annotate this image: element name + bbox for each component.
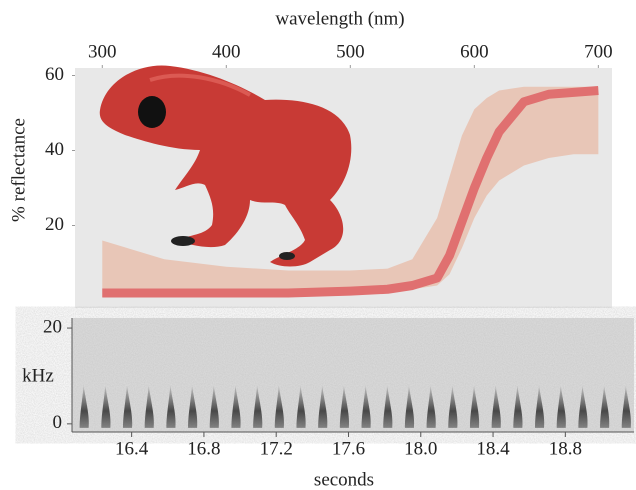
call-pulse [296, 385, 306, 428]
x-tick-label: 500 [336, 41, 365, 62]
call-pulse [79, 385, 89, 428]
call-pulse [469, 385, 480, 428]
x-tick-label: 700 [584, 41, 613, 62]
call-pulse [556, 385, 566, 428]
x-axis-title: seconds [314, 469, 374, 490]
call-pulse [318, 385, 328, 428]
y-tick-label: 20 [45, 214, 64, 235]
call-pulse [339, 385, 350, 428]
call-pulse [231, 385, 241, 428]
frog-image [99, 65, 352, 267]
call-pulse [383, 385, 393, 428]
y-axis-title: kHz [22, 365, 54, 386]
x-tick-label: 400 [212, 41, 241, 62]
call-pulse [166, 385, 176, 428]
mean-line [102, 86, 599, 298]
call-pulse [535, 385, 545, 428]
x-tick-label: 300 [88, 41, 117, 62]
x-axis-title: wavelength (nm) [275, 8, 404, 29]
call-pulse [600, 385, 610, 428]
y-tick-label: 60 [45, 64, 64, 85]
call-pulse [188, 385, 198, 428]
call-pulse [274, 385, 285, 428]
call-pulse [621, 385, 631, 428]
call-pulse [578, 385, 588, 428]
call-pulse [209, 385, 219, 428]
call-pulse [253, 385, 263, 428]
call-pulse [101, 385, 111, 428]
x-tick-label: 17.6 [332, 438, 365, 459]
y-axis-title: % reflectance [8, 118, 29, 222]
x-tick-label: 16.4 [115, 438, 149, 459]
call-pulse [361, 385, 371, 428]
call-pulse [448, 385, 458, 428]
x-tick-label: 600 [460, 41, 489, 62]
x-tick-label: 18.4 [476, 438, 510, 459]
spectrogram-noise [72, 318, 634, 432]
call-pulse [426, 385, 436, 428]
y-tick-label: 20 [43, 316, 62, 337]
x-tick-label: 18.0 [404, 438, 437, 459]
y-tick-label: 40 [45, 139, 64, 160]
x-tick-label: 18.8 [549, 438, 582, 459]
call-pulse [491, 385, 501, 428]
x-tick-label: 16.8 [187, 438, 220, 459]
band [102, 86, 599, 297]
call-pulse [513, 385, 523, 428]
call-pulse [123, 385, 133, 428]
call-pulse [144, 385, 154, 428]
call-pulse [404, 385, 415, 428]
x-tick-label: 17.2 [260, 438, 293, 459]
y-tick-label: 0 [53, 412, 63, 433]
